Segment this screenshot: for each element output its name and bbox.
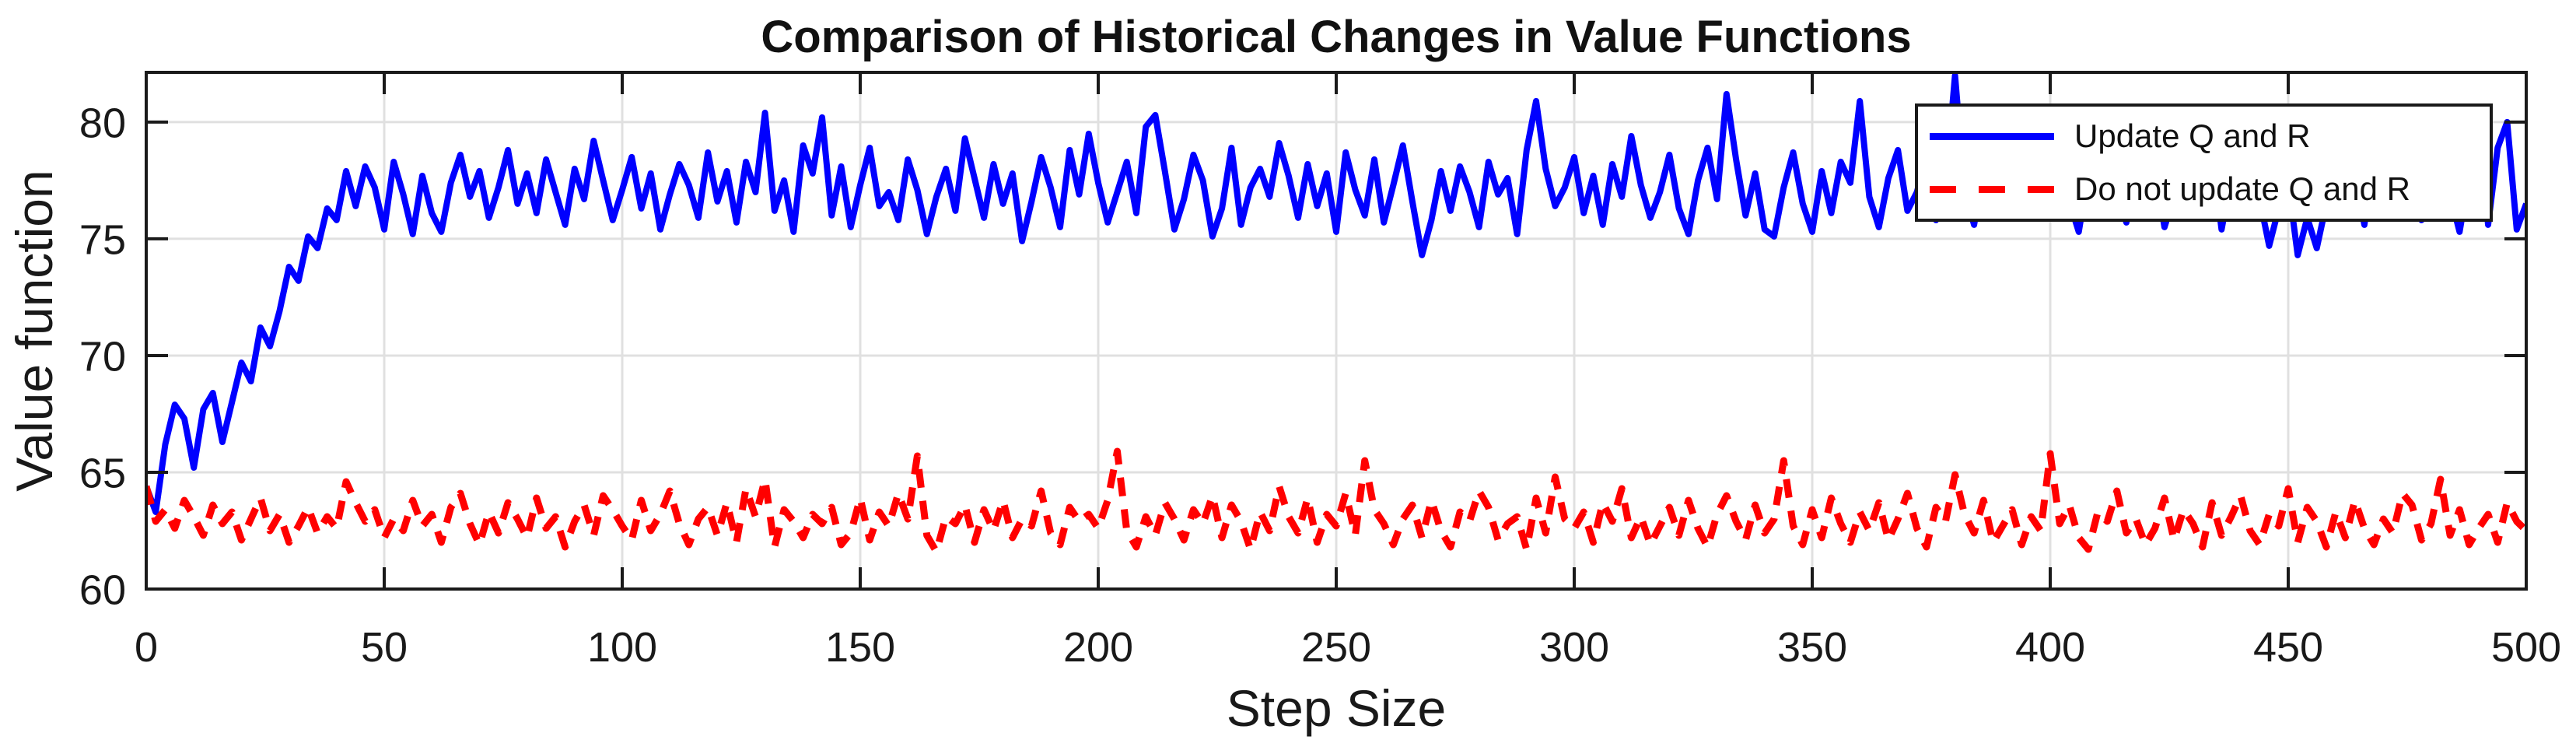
legend-item-update: Update Q and R	[1918, 110, 2490, 163]
y-tick-label: 80	[79, 100, 126, 146]
red-dashed-line-sample	[1930, 185, 2054, 193]
x-axis-label: Step Size	[1226, 679, 1447, 737]
legend-box: Update Q and R Do not update Q and R	[1915, 103, 2493, 222]
x-tick-label: 50	[361, 624, 408, 671]
legend-item-no-update: Do not update Q and R	[1918, 163, 2490, 216]
chart-title: Comparison of Historical Changes in Valu…	[761, 12, 1912, 62]
x-tick-label: 200	[1063, 624, 1133, 671]
x-tick-label: 300	[1539, 624, 1609, 671]
y-tick-label: 65	[79, 450, 126, 496]
series-line-red-dashed	[146, 447, 2526, 556]
y-axis-label: Value function	[5, 170, 63, 492]
x-tick-label: 0	[135, 624, 158, 671]
x-tick-label: 150	[825, 624, 895, 671]
x-tick-label: 250	[1301, 624, 1371, 671]
legend-label: Do not update Q and R	[2074, 170, 2410, 207]
y-tick-label: 75	[79, 216, 126, 263]
x-tick-label: 450	[2253, 624, 2323, 671]
blue-solid-line-sample	[1930, 132, 2054, 140]
x-tick-label: 400	[2015, 624, 2085, 671]
y-tick-label: 70	[79, 333, 126, 380]
x-tick-label: 350	[1777, 624, 1847, 671]
legend-label: Update Q and R	[2074, 117, 2311, 154]
x-tick-label: 100	[587, 624, 657, 671]
x-tick-label: 500	[2491, 624, 2561, 671]
y-tick-label: 60	[79, 566, 126, 613]
